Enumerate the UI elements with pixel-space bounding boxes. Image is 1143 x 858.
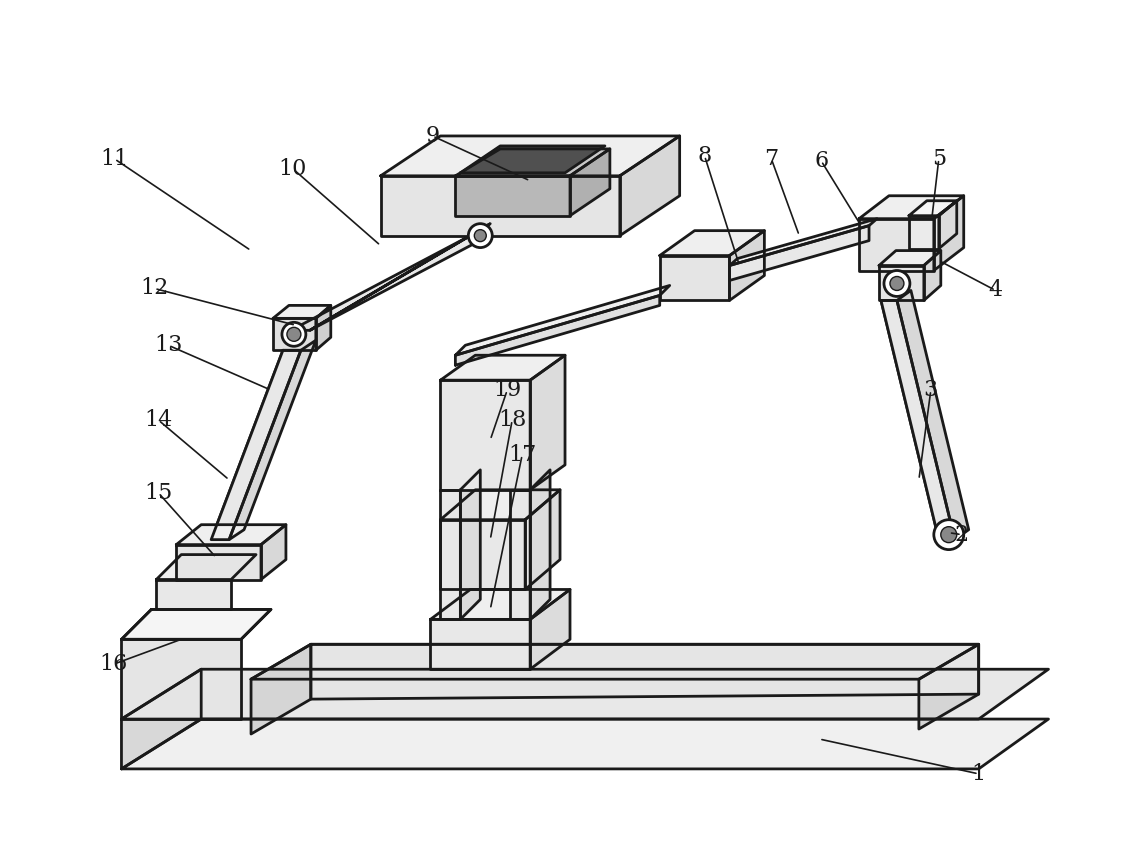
Circle shape bbox=[287, 328, 301, 341]
Polygon shape bbox=[510, 490, 530, 619]
Text: 2: 2 bbox=[954, 523, 969, 546]
Text: 4: 4 bbox=[989, 280, 1002, 301]
Polygon shape bbox=[121, 719, 1048, 769]
Polygon shape bbox=[461, 470, 480, 619]
Text: 18: 18 bbox=[498, 409, 527, 431]
Polygon shape bbox=[440, 520, 525, 589]
Text: 10: 10 bbox=[279, 158, 307, 180]
Text: 5: 5 bbox=[932, 148, 946, 170]
Polygon shape bbox=[121, 669, 1048, 719]
Polygon shape bbox=[461, 146, 605, 172]
Circle shape bbox=[884, 270, 910, 296]
Polygon shape bbox=[620, 136, 680, 236]
Text: 13: 13 bbox=[154, 335, 183, 356]
Polygon shape bbox=[211, 350, 301, 540]
Polygon shape bbox=[291, 236, 489, 330]
Polygon shape bbox=[938, 201, 957, 249]
Polygon shape bbox=[934, 196, 964, 270]
Text: 14: 14 bbox=[144, 409, 173, 431]
Polygon shape bbox=[229, 341, 315, 540]
Polygon shape bbox=[273, 305, 330, 318]
Polygon shape bbox=[440, 490, 461, 619]
Polygon shape bbox=[157, 554, 256, 579]
Polygon shape bbox=[176, 525, 286, 545]
Polygon shape bbox=[121, 609, 271, 639]
Polygon shape bbox=[261, 525, 286, 579]
Polygon shape bbox=[381, 176, 620, 236]
Text: 6: 6 bbox=[814, 150, 829, 172]
Polygon shape bbox=[881, 300, 954, 540]
Polygon shape bbox=[440, 490, 560, 520]
Polygon shape bbox=[311, 644, 978, 699]
Polygon shape bbox=[381, 136, 680, 176]
Polygon shape bbox=[729, 231, 765, 300]
Polygon shape bbox=[897, 291, 969, 540]
Circle shape bbox=[469, 224, 493, 248]
Polygon shape bbox=[121, 669, 201, 769]
Circle shape bbox=[934, 520, 964, 550]
Polygon shape bbox=[860, 219, 934, 270]
Polygon shape bbox=[455, 176, 570, 215]
Polygon shape bbox=[570, 149, 610, 215]
Text: 16: 16 bbox=[99, 653, 128, 675]
Polygon shape bbox=[525, 490, 560, 589]
Polygon shape bbox=[440, 355, 565, 380]
Text: 8: 8 bbox=[697, 145, 712, 167]
Text: 1: 1 bbox=[972, 763, 985, 785]
Polygon shape bbox=[121, 609, 271, 639]
Polygon shape bbox=[909, 201, 957, 215]
Polygon shape bbox=[455, 286, 670, 355]
Text: 9: 9 bbox=[425, 125, 440, 147]
Polygon shape bbox=[909, 215, 938, 249]
Polygon shape bbox=[157, 579, 231, 609]
Polygon shape bbox=[121, 639, 241, 719]
Polygon shape bbox=[729, 219, 877, 265]
Polygon shape bbox=[879, 251, 941, 265]
Text: 19: 19 bbox=[493, 379, 521, 402]
Polygon shape bbox=[924, 251, 941, 300]
Polygon shape bbox=[310, 224, 490, 330]
Polygon shape bbox=[530, 470, 550, 619]
Polygon shape bbox=[273, 318, 315, 350]
Text: 17: 17 bbox=[507, 444, 536, 466]
Polygon shape bbox=[455, 295, 660, 366]
Text: 3: 3 bbox=[924, 379, 938, 402]
Circle shape bbox=[890, 276, 904, 291]
Polygon shape bbox=[530, 355, 565, 490]
Polygon shape bbox=[660, 256, 729, 300]
Polygon shape bbox=[431, 589, 570, 619]
Polygon shape bbox=[879, 265, 924, 300]
Polygon shape bbox=[530, 589, 570, 669]
Polygon shape bbox=[251, 644, 978, 680]
Text: 11: 11 bbox=[101, 148, 129, 170]
Text: 7: 7 bbox=[765, 148, 778, 170]
Polygon shape bbox=[176, 545, 261, 579]
Text: 12: 12 bbox=[141, 277, 168, 299]
Polygon shape bbox=[431, 619, 530, 669]
Text: 15: 15 bbox=[144, 482, 173, 504]
Polygon shape bbox=[860, 196, 964, 219]
Circle shape bbox=[282, 323, 306, 347]
Polygon shape bbox=[251, 644, 311, 734]
Polygon shape bbox=[919, 644, 978, 729]
Circle shape bbox=[474, 230, 486, 242]
Polygon shape bbox=[315, 305, 330, 350]
Polygon shape bbox=[455, 149, 610, 176]
Circle shape bbox=[941, 527, 957, 542]
Polygon shape bbox=[729, 226, 869, 281]
Polygon shape bbox=[440, 380, 530, 490]
Polygon shape bbox=[660, 231, 765, 256]
